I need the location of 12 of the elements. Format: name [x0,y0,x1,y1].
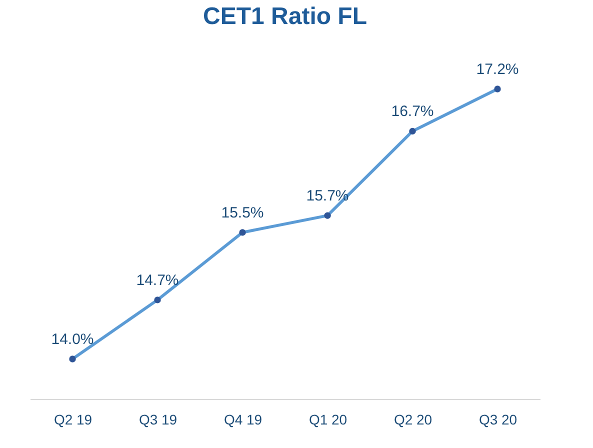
x-tick-label: Q2 19 [54,412,92,428]
x-tick-label: Q3 20 [478,412,518,428]
x-tick-label: Q1 20 [308,412,348,428]
data-label: 14.7% [136,272,179,289]
data-label: 14.0% [51,331,94,348]
data-label: 15.5% [221,204,264,222]
data-label: 17.2% [476,61,519,78]
x-tick-label: Q4 19 [224,412,262,428]
chart-title: CET1 Ratio FL [202,3,368,30]
data-label: 16.7% [391,103,434,120]
x-tick-label: Q2 20 [394,412,432,428]
x-tick-label: Q3 19 [138,412,178,428]
